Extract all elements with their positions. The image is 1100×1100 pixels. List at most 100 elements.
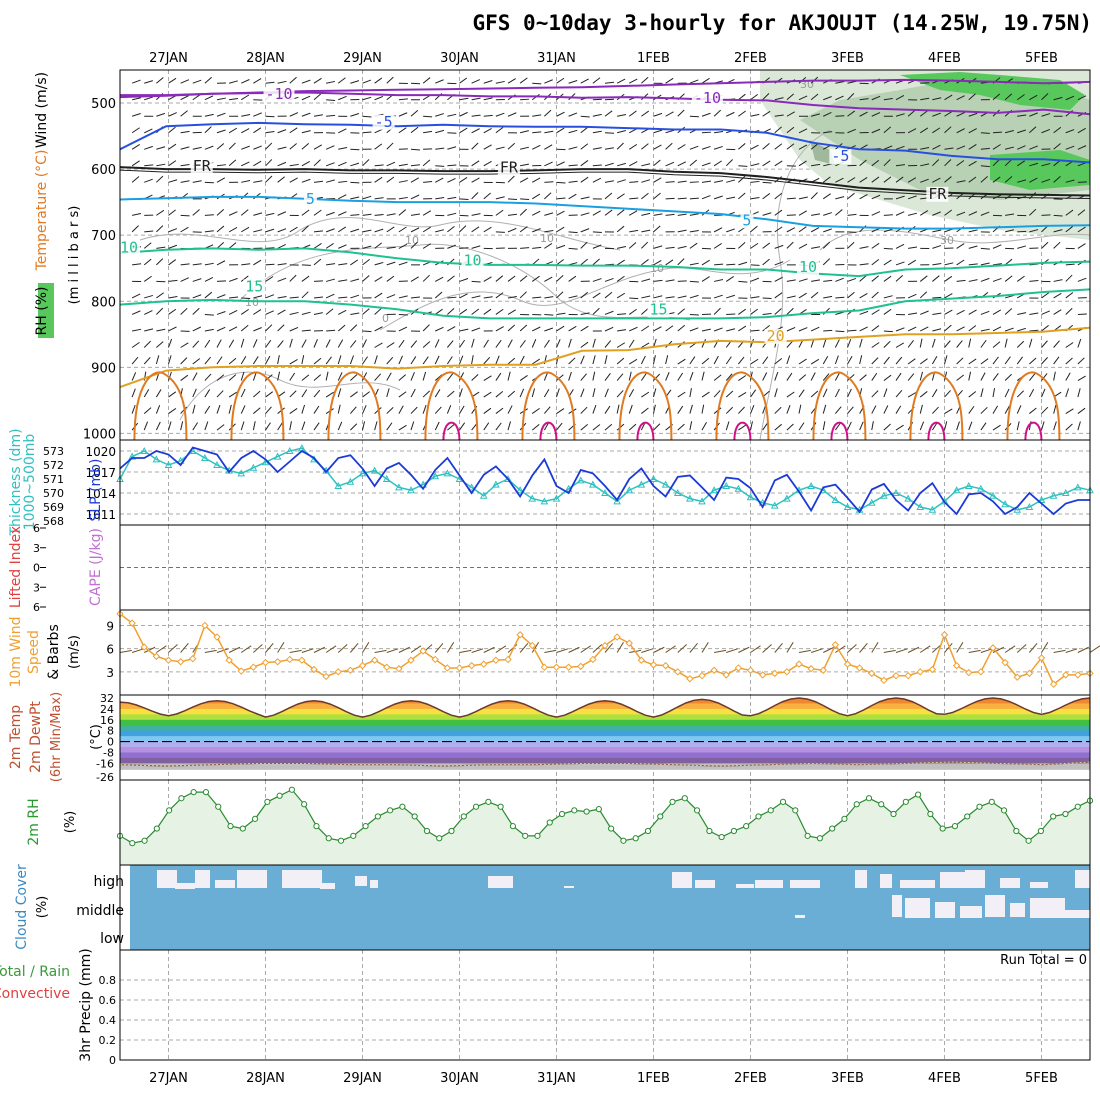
wind-barb <box>337 324 346 332</box>
wind-barb <box>592 292 601 299</box>
thickness-marker <box>952 486 961 494</box>
wind-barb <box>628 242 637 249</box>
wind-barb <box>713 227 723 233</box>
wind-barb <box>907 128 917 134</box>
wind-barb <box>131 176 140 183</box>
wind-barb <box>835 330 845 333</box>
wind-barb <box>350 278 360 282</box>
precip-tick-label: 0.6 <box>99 994 117 1007</box>
wind-barb <box>507 390 516 398</box>
wind-barb <box>398 405 404 414</box>
wind-barb <box>168 371 172 381</box>
li-tick-label: 6 <box>33 522 40 535</box>
thickness-marker <box>1013 505 1022 513</box>
wind-barb <box>519 226 528 233</box>
wind-barb <box>786 241 794 249</box>
surface-temp-lobe <box>909 371 964 441</box>
wind-barb <box>471 245 481 249</box>
wind-barb <box>653 326 662 332</box>
wind-barb <box>616 209 625 216</box>
wind-barb <box>653 295 663 299</box>
wind-barb <box>980 247 990 250</box>
surface-temp-lobe <box>812 371 867 441</box>
wind-barb <box>592 113 602 117</box>
wind-barb <box>253 229 263 233</box>
wind-barb <box>1017 230 1027 233</box>
li-axis-label: Lifted Index <box>8 526 24 608</box>
wind-barb <box>956 160 965 167</box>
date-label-bottom: 27JAN <box>149 1071 188 1086</box>
wind-barb <box>762 372 768 381</box>
wind-barb <box>544 313 554 316</box>
wind-barb <box>725 406 734 414</box>
wind-barb <box>823 111 832 117</box>
wind-barb <box>750 93 759 101</box>
wind-barb <box>483 97 493 101</box>
cloud-clear-gap <box>755 880 783 888</box>
wind-barb <box>386 275 395 282</box>
wind-barb <box>241 79 250 84</box>
wind-barb <box>289 226 298 233</box>
wind-barb <box>386 176 395 183</box>
wind-barb <box>847 356 853 365</box>
wind-barb <box>1029 208 1037 216</box>
wind-barb <box>653 192 661 200</box>
wind-barb <box>229 97 239 101</box>
wind-barb <box>471 114 481 117</box>
surface-wind-barb <box>895 648 908 653</box>
wind-barb <box>592 258 600 266</box>
wind-barb <box>580 312 590 315</box>
wind-barb <box>568 275 577 282</box>
wind-barb <box>726 228 735 233</box>
wind-barb <box>762 193 771 200</box>
wind-barb <box>325 293 335 299</box>
wind-barb <box>519 375 528 381</box>
wind-barb <box>350 259 359 266</box>
wind-barb <box>980 422 987 431</box>
rh-marker <box>215 803 222 810</box>
wind-barb <box>1017 245 1027 249</box>
wind-barb <box>532 246 542 249</box>
wind-barb <box>228 80 238 84</box>
wind-barb <box>980 175 988 183</box>
wind-barb <box>216 164 226 167</box>
wind-barb <box>992 405 999 414</box>
wind-barb <box>822 338 827 348</box>
upper-rh-label: RH (%) <box>34 287 50 336</box>
li-tick-label: 0 <box>33 562 40 575</box>
wind-barb <box>265 159 273 167</box>
wind-barb <box>1077 313 1087 315</box>
wind-barb <box>968 160 977 167</box>
chart-title: GFS 0~10day 3-hourly for AKJOUJT (14.25W… <box>472 11 1092 35</box>
wind-barb <box>665 142 673 150</box>
thickness-marker <box>540 497 549 505</box>
wind-barb <box>313 258 322 266</box>
surface-wind-barb <box>446 642 455 653</box>
wind-barb <box>422 274 430 282</box>
wind-barb <box>362 421 366 431</box>
surface-wind-barb <box>289 649 302 653</box>
wind-barb <box>240 209 249 216</box>
wind-barb <box>507 296 517 299</box>
wind-barb <box>325 145 335 150</box>
wind-barb <box>325 308 334 315</box>
surface-wind-barb <box>774 642 783 653</box>
rh-marker <box>1050 813 1057 820</box>
contour-label: 15 <box>649 300 667 318</box>
wind-barb <box>956 145 966 150</box>
wind-barb <box>410 82 421 85</box>
wind-barb <box>762 258 770 266</box>
wind-barb <box>665 279 675 282</box>
wind-speed-marker <box>286 655 294 664</box>
wind-barb <box>604 326 614 332</box>
wind-barb <box>447 177 456 183</box>
wind-barb <box>289 311 299 315</box>
wind-barb <box>144 178 153 183</box>
wind-barb <box>920 147 930 150</box>
wind-barb <box>847 388 852 398</box>
wind-barb <box>386 294 396 299</box>
wind-barb <box>544 144 553 150</box>
wind-barb <box>968 371 972 381</box>
wind-barb <box>701 339 707 348</box>
